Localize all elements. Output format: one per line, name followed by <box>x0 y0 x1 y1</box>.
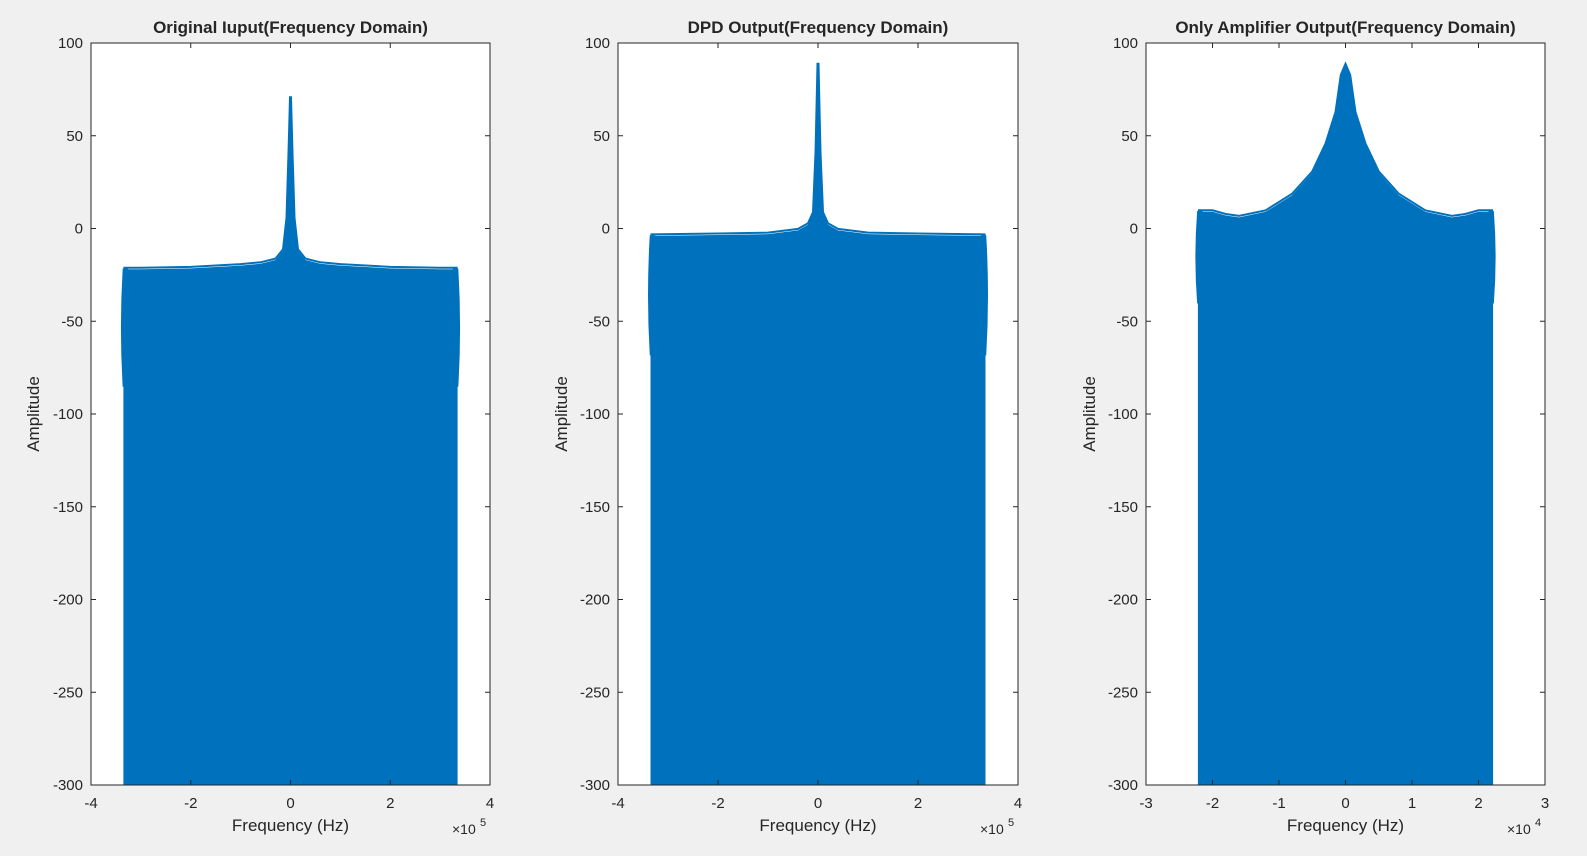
subplot-3-ytick-label-1: 50 <box>1121 128 1138 145</box>
subplot-1-marker-edge-left <box>120 268 129 387</box>
subplot-1-ytick-label-1: 50 <box>66 128 83 145</box>
subplot-1-ylabel: Amplitude <box>24 376 43 452</box>
subplot-3-xlabel: Frequency (Hz) <box>1287 816 1404 835</box>
subplot-2-exponent-value: 5 <box>1008 817 1014 829</box>
subplot-1-ytick-label-0: 100 <box>58 35 83 52</box>
subplot-1-title: Original Iuput(Frequency Domain) <box>153 18 428 37</box>
subplot-3-marker-edge-top <box>1197 61 1494 217</box>
subplot-3: -3 -2 -1 0 1 2 3100500-50-100-150-200-250-300 … <box>1080 18 1549 837</box>
subplot-3-xtick-label-5: 2 <box>1474 795 1482 812</box>
subplot-2-xtick-label-0: -4 <box>611 795 624 812</box>
subplot-2-ytick-label-0: 100 <box>585 35 610 52</box>
subplot-2-xtick-label-3: 2 <box>914 795 922 812</box>
subplot-2-ticks: -4 -2 0 2 4 100 50 0 -50 -100 -150 -200 -250 -300 <box>580 35 1022 812</box>
subplot-3-marker-edge-right <box>1488 211 1496 304</box>
subplot-3-xtick-label-0: -3 <box>1139 795 1152 812</box>
svg-text:×10: ×10 <box>1507 821 1531 837</box>
subplot-3-data-fill <box>1197 65 1494 786</box>
subplot-3-ytick-label-5: -150 <box>1108 499 1138 516</box>
subplot-1-axes-box <box>90 42 491 786</box>
subplot-2-data-fill <box>650 65 986 786</box>
subplot-1-ytick-label-5: -150 <box>53 499 83 516</box>
subplot-1-ytick-label-7: -250 <box>53 684 83 701</box>
subplot-1-xtick-label-1: -2 <box>184 795 197 812</box>
subplot-3-ytick-label-8: -300 <box>1108 777 1138 794</box>
subplot-1: -4 -2 0 2 4 100 50 0 -50 -100 -150 -200 -250 -300 Ori… <box>24 18 494 837</box>
subplot-1-xtick-label-4: 4 <box>486 795 494 812</box>
subplot-2-exponent: ×10 5 <box>980 817 1014 837</box>
subplot-2-title: DPD Output(Frequency Domain) <box>688 18 949 37</box>
subplot-2-ytick-label-1: 50 <box>593 128 610 145</box>
subplot-2: -4 -2 0 2 4 100 50 0 -50 -100 -150 -200 -250 -300 DPD… <box>552 18 1022 837</box>
subplot-2-ytick-label-6: -200 <box>580 592 610 609</box>
subplot-2-ytick-label-7: -250 <box>580 684 610 701</box>
subplot-1-ytick-label-6: -200 <box>53 592 83 609</box>
svg-text:×10: ×10 <box>452 821 476 837</box>
svg-text:×10: ×10 <box>980 821 1004 837</box>
subplot-3-ytick-label-0: 100 <box>1113 35 1138 52</box>
subplot-3-ytick-label-3: -50 <box>1116 313 1138 330</box>
subplot-3-ytick-label-2: 0 <box>1130 221 1138 238</box>
subplot-3-xtick-label-3: 0 <box>1341 795 1349 812</box>
subplot-1-ytick-label-3: -50 <box>61 313 83 330</box>
subplot-3-xtick-label-6: 3 <box>1541 795 1549 812</box>
subplot-2-xtick-label-2: 0 <box>814 795 822 812</box>
subplot-3-ylabel: Amplitude <box>1080 376 1099 452</box>
subplot-2-axes-box <box>617 42 1019 786</box>
subplot-3-ytick-label-6: -200 <box>1108 592 1138 609</box>
subplot-1-marker-edge-top <box>123 96 458 269</box>
subplot-3-xtick-label-2: -1 <box>1272 795 1285 812</box>
subplot-1-data-fill <box>123 98 458 786</box>
subplot-2-ytick-label-2: 0 <box>602 221 610 238</box>
subplot-2-ylabel: Amplitude <box>552 376 571 452</box>
subplot-3-marker-edge-left <box>1195 211 1203 304</box>
subplot-2-ytick-label-3: -50 <box>588 313 610 330</box>
subplot-3-exponent: ×10 4 <box>1507 817 1541 837</box>
subplot-1-ytick-label-4: -100 <box>53 406 83 423</box>
subplot-1-exponent: ×10 5 <box>452 817 486 837</box>
subplot-1-exponent-value: 5 <box>480 817 486 829</box>
subplot-2-xtick-label-4: 4 <box>1014 795 1022 812</box>
subplot-2-xtick-label-1: -2 <box>711 795 724 812</box>
subplot-3-xtick-label-4: 1 <box>1408 795 1416 812</box>
subplot-3-ytick-label-7: -250 <box>1108 684 1138 701</box>
subplot-2-ytick-label-5: -150 <box>580 499 610 516</box>
subplot-3-axes-box <box>1145 42 1546 786</box>
subplot-3-exponent-value: 4 <box>1535 817 1541 829</box>
subplot-3-xtick-label-1: -2 <box>1206 795 1219 812</box>
subplot-1-xtick-label-3: 2 <box>386 795 394 812</box>
subplot-1-ytick-label-2: 0 <box>75 221 83 238</box>
subplot-1-xlabel: Frequency (Hz) <box>232 816 349 835</box>
subplot-2-marker-edge-top <box>650 62 986 236</box>
subplot-1-marker-edge-right <box>452 268 461 387</box>
subplot-2-ytick-label-8: -300 <box>580 777 610 794</box>
subplot-1-ytick-label-8: -300 <box>53 777 83 794</box>
subplot-3-title: Only Amplifier Output(Frequency Domain) <box>1175 18 1515 37</box>
subplot-2-marker-edge-right <box>980 235 988 356</box>
subplot-1-ticks: -4 -2 0 2 4 100 50 0 -50 -100 -150 -200 -250 -300 <box>53 35 494 812</box>
subplot-1-xtick-label-0: -4 <box>84 795 97 812</box>
subplot-2-ytick-label-4: -100 <box>580 406 610 423</box>
subplot-2-marker-edge-left <box>648 235 656 356</box>
subplot-1-xtick-label-2: 0 <box>286 795 294 812</box>
subplot-2-xlabel: Frequency (Hz) <box>759 816 876 835</box>
subplot-3-ytick-label-4: -100 <box>1108 406 1138 423</box>
